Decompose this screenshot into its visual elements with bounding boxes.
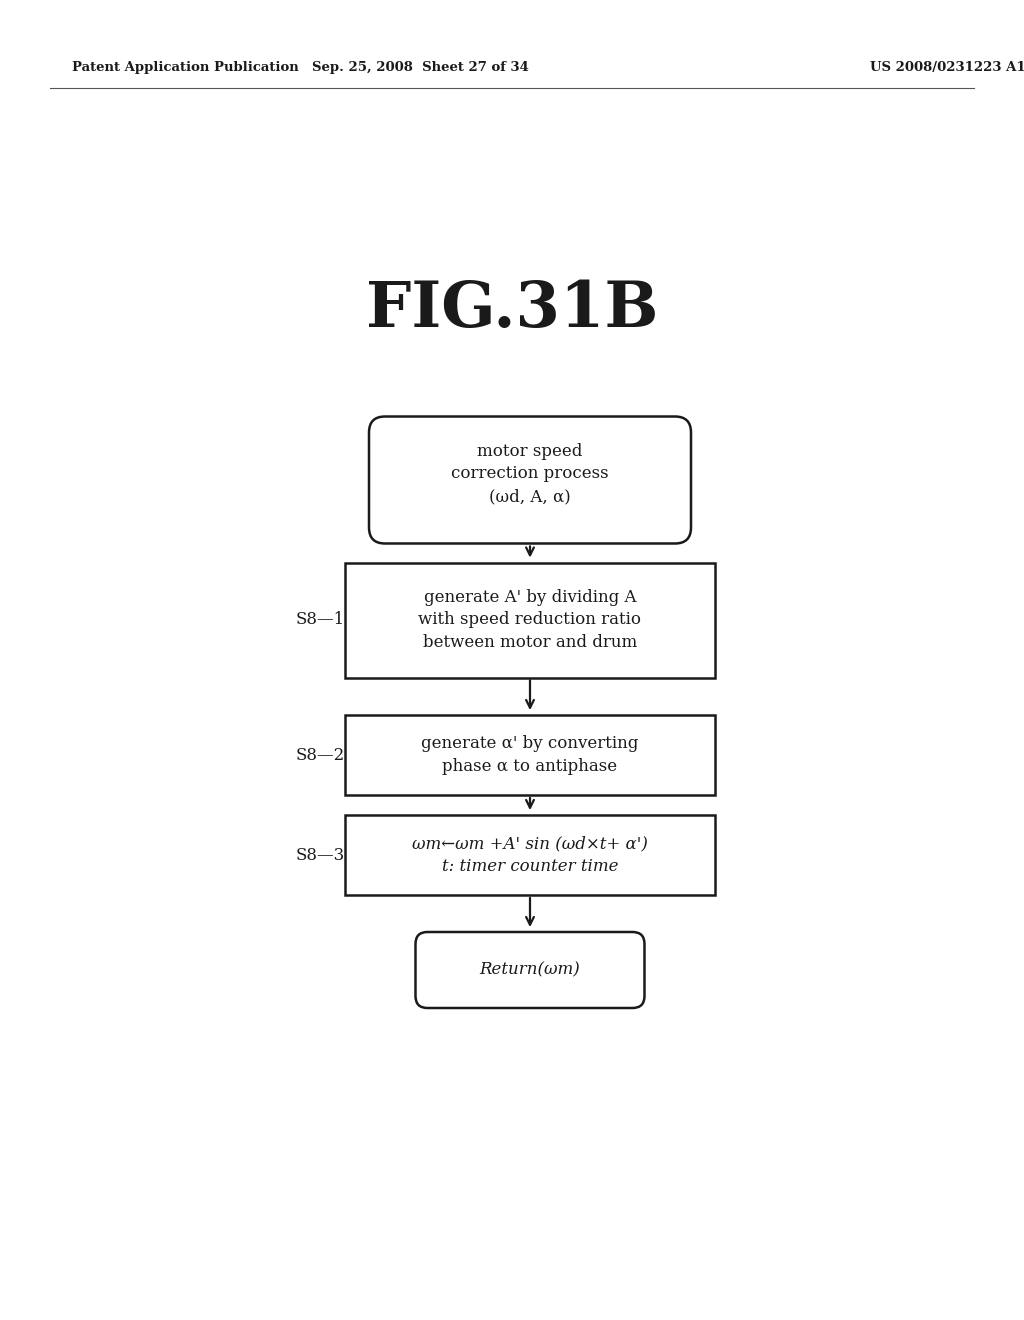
Text: S8—3: S8—3 xyxy=(295,846,345,863)
FancyBboxPatch shape xyxy=(369,417,691,544)
FancyBboxPatch shape xyxy=(416,932,644,1008)
Text: generate A' by dividing A
with speed reduction ratio
between motor and drum: generate A' by dividing A with speed red… xyxy=(419,589,641,651)
Text: Patent Application Publication: Patent Application Publication xyxy=(72,62,299,74)
Text: S8—2: S8—2 xyxy=(295,747,345,763)
Bar xyxy=(345,562,715,677)
Text: generate α' by converting
phase α to antiphase: generate α' by converting phase α to ant… xyxy=(421,735,639,775)
Text: ωm←ωm +A' sin (ωd×t+ α')
t: timer counter time: ωm←ωm +A' sin (ωd×t+ α') t: timer counte… xyxy=(412,836,648,875)
Text: motor speed
correction process
(ωd, A, α): motor speed correction process (ωd, A, α… xyxy=(452,442,609,506)
Text: FIG.31B: FIG.31B xyxy=(366,280,658,341)
Text: Return(ωm): Return(ωm) xyxy=(479,961,581,978)
Text: S8—1: S8—1 xyxy=(295,611,345,628)
Text: US 2008/0231223 A1: US 2008/0231223 A1 xyxy=(870,62,1024,74)
Bar xyxy=(345,715,715,795)
Bar xyxy=(345,814,715,895)
Text: Sep. 25, 2008  Sheet 27 of 34: Sep. 25, 2008 Sheet 27 of 34 xyxy=(311,62,528,74)
